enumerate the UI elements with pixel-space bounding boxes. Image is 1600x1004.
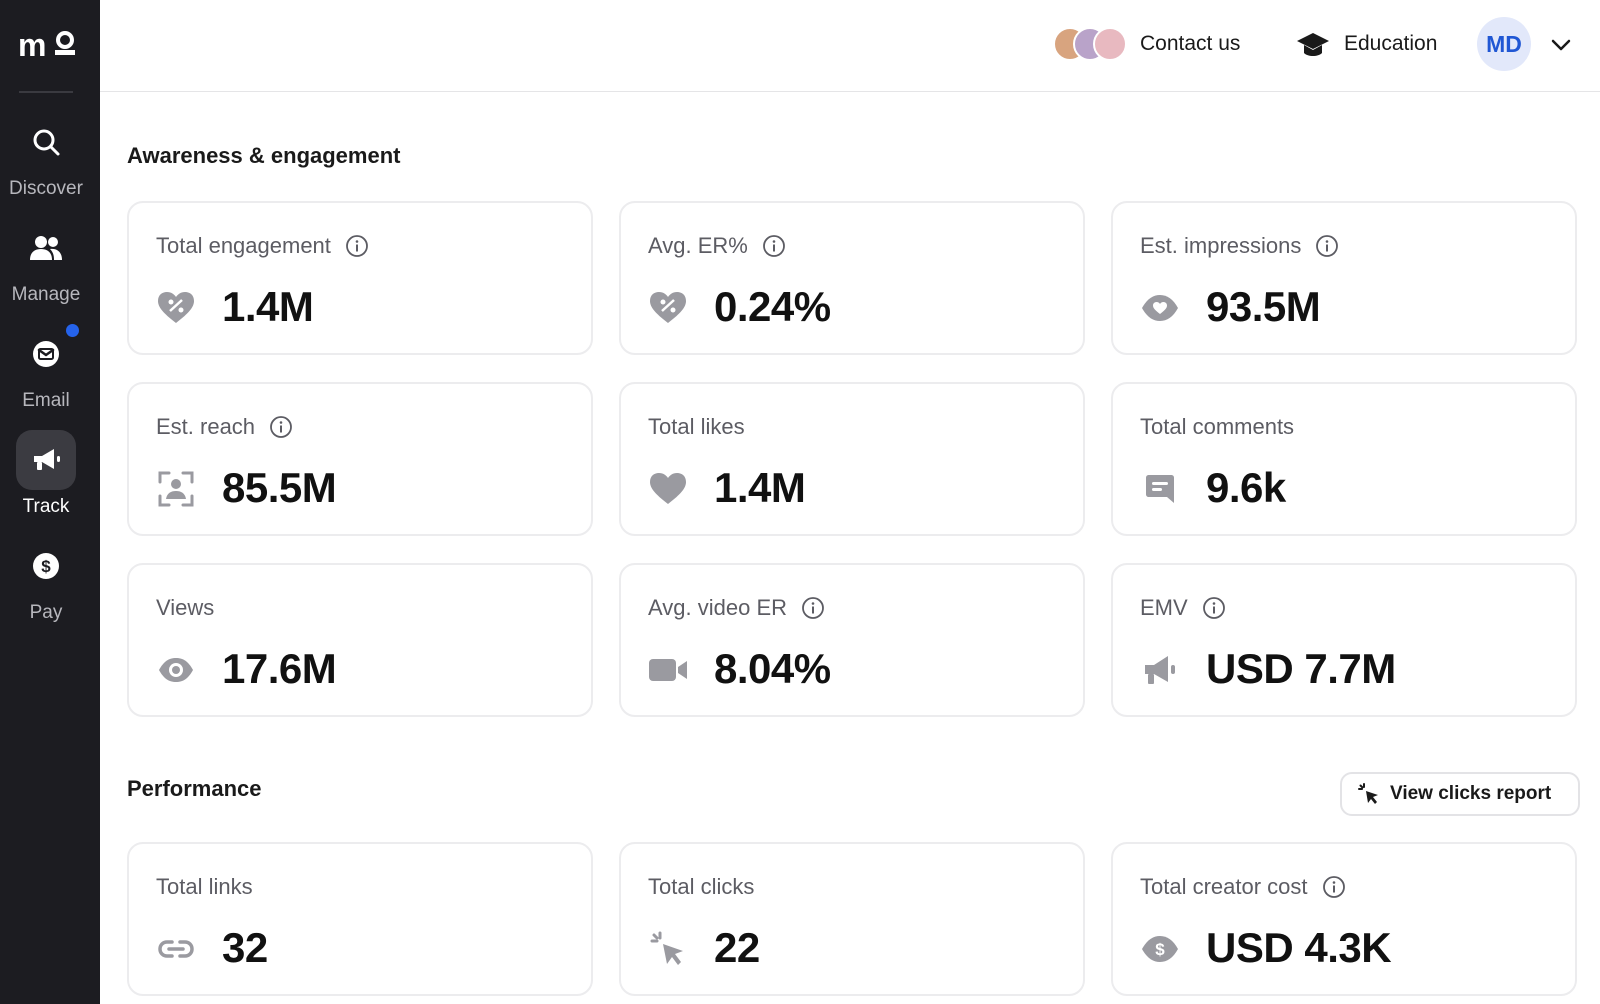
metric-value: 8.04% [714,645,831,692]
click-cursor-icon [1358,783,1378,804]
metric-card-total-likes: Total likes 1.4M [619,382,1085,536]
dollar-icon: $ [16,536,76,596]
metric-value: 85.5M [222,464,337,511]
video-icon [647,649,689,691]
metric-value: 1.4M [714,464,806,511]
contact-us-link[interactable]: Contact us [1140,32,1241,55]
metric-label: Avg. video ER [648,595,825,621]
metric-card-views: Views 17.6M [127,563,593,717]
eye-heart-icon [1139,287,1181,329]
metric-card-total-creator-cost: Total creator cost $ USD 4.3K [1111,842,1577,996]
eye-icon [155,649,197,691]
sidebar-item-label: Manage [11,284,81,305]
metric-card-total-engagement: Total engagement 1.4M [127,201,593,355]
info-icon[interactable] [801,596,825,620]
avatar [1093,27,1127,61]
sidebar-item-manage[interactable]: Manage [0,218,92,318]
graduation-cap-icon [1297,33,1329,56]
metric-card-est-reach: Est. reach 85.5M [127,382,593,536]
sidebar-item-label: Track [22,496,70,517]
users-icon [16,218,76,278]
reach-icon [155,468,197,510]
metric-value: 17.6M [222,645,337,692]
brand-logo[interactable]: m [18,30,78,64]
user-avatar[interactable]: MD [1477,17,1531,71]
heart-percent-icon [647,287,689,329]
chevron-down-icon[interactable] [1548,32,1574,58]
logo-mark: m [18,30,75,60]
metric-value: 22 [714,924,760,971]
metric-label: Total likes [648,414,745,439]
sidebar-item-track[interactable]: Track [0,430,92,530]
metric-label: Avg. ER% [648,233,786,259]
top-header: Contact us Education MD [100,0,1600,92]
metric-value: 1.4M [222,283,314,330]
link-icon [155,928,197,970]
heart-percent-icon [155,287,197,329]
sidebar-divider [19,91,73,93]
metric-label: Est. impressions [1140,233,1339,259]
metric-card-emv: EMV USD 7.7M [1111,563,1577,717]
mail-icon [16,324,76,384]
metric-label: Total links [156,874,253,899]
sidebar-item-discover[interactable]: Discover [0,112,92,212]
awareness-section-title: Awareness & engagement [127,143,401,168]
metric-label: Est. reach [156,414,293,440]
heart-icon [647,468,689,510]
sidebar: m Discover Manage Email [0,0,100,1004]
education-link[interactable]: Education [1344,32,1438,55]
info-icon[interactable] [1322,875,1346,899]
metric-value: USD 4.3K [1206,924,1392,971]
info-icon[interactable] [269,415,293,439]
info-icon[interactable] [1202,596,1226,620]
metric-label: Total comments [1140,414,1295,439]
svg-text:m: m [18,30,45,60]
info-icon[interactable] [345,234,369,258]
view-clicks-report-label: View clicks report [1390,783,1552,804]
view-clicks-report-button[interactable]: View clicks report [1340,772,1580,816]
money-icon: $ [1139,928,1181,970]
team-avatars[interactable] [1053,27,1129,63]
megaphone-icon [16,430,76,490]
metric-value: 9.6k [1206,464,1286,511]
sidebar-item-label: Pay [29,602,63,623]
performance-section-title: Performance [127,776,262,801]
metric-card-est-impressions: Est. impressions 93.5M [1111,201,1577,355]
metric-card-total-comments: Total comments 9.6k [1111,382,1577,536]
sidebar-item-email[interactable]: Email [0,324,92,424]
sidebar-item-label: Discover [9,178,83,199]
metric-label: Total engagement [156,233,369,259]
search-icon [16,112,76,172]
click-icon [647,928,689,970]
sidebar-item-pay[interactable]: $ Pay [0,536,92,636]
metric-value: USD 7.7M [1206,645,1396,692]
metric-card-avg-er: Avg. ER% 0.24% [619,201,1085,355]
metric-card-total-clicks: Total clicks 22 [619,842,1085,996]
metric-label: Views [156,595,215,620]
svg-text:$: $ [1155,940,1165,959]
metric-value: 32 [222,924,268,971]
metric-label: EMV [1140,595,1226,621]
info-icon[interactable] [1315,234,1339,258]
metric-label: Total creator cost [1140,874,1346,900]
info-icon[interactable] [762,234,786,258]
metric-card-total-links: Total links 32 [127,842,593,996]
notification-dot [66,324,79,337]
metric-card-avg-video-er: Avg. video ER 8.04% [619,563,1085,717]
svg-text:$: $ [41,557,51,576]
megaphone-icon [1139,649,1181,691]
sidebar-item-label: Email [22,390,70,411]
metric-value: 0.24% [714,283,831,330]
metric-value: 93.5M [1206,283,1321,330]
metric-label: Total clicks [648,874,755,899]
comment-icon [1139,468,1181,510]
